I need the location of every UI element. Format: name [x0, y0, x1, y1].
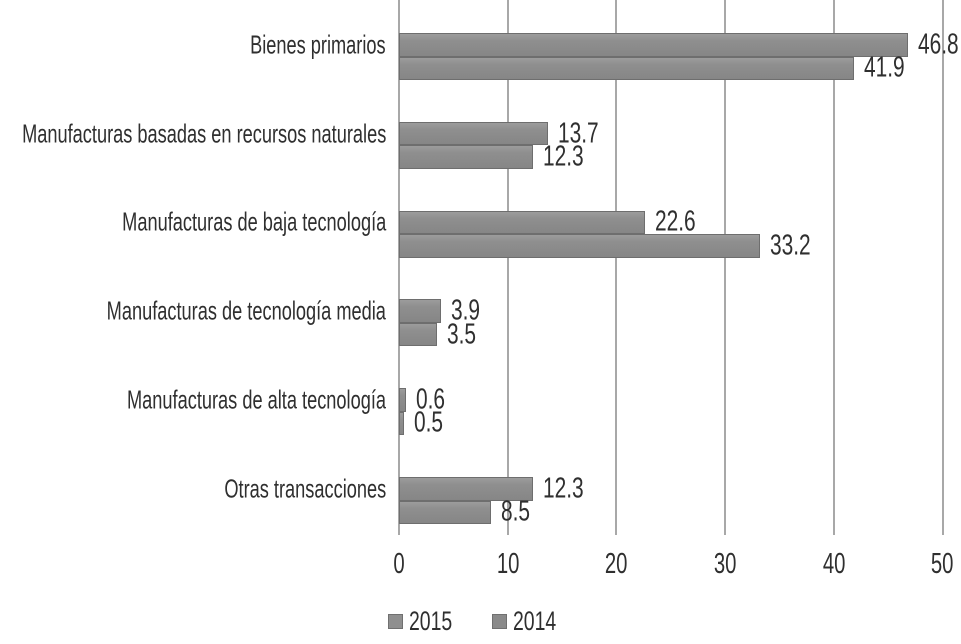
- category-label: Manufacturas de alta tecnología: [126, 384, 386, 415]
- category-label: Otras transacciones: [224, 473, 386, 504]
- x-tick-label-50: 50: [931, 548, 954, 580]
- value-label: 33.2: [769, 229, 811, 262]
- bar-2015-category-4: [399, 299, 442, 323]
- x-tick-label-20: 20: [605, 548, 628, 580]
- axis-tick-20: [615, 527, 618, 535]
- value-label: 13.7: [557, 117, 599, 150]
- bar-2014-category-6: [399, 500, 492, 524]
- legend-swatch-2015: [388, 614, 404, 629]
- bar-2014-category-5: [399, 411, 405, 436]
- axis-tick-30: [724, 527, 727, 535]
- legend: 2015 2014: [0, 606, 961, 637]
- axis-tick-10: [506, 527, 509, 535]
- legend-item-2014: 2014: [491, 606, 573, 637]
- value-label: 12.3: [542, 140, 584, 173]
- bar-2015-category-3: [399, 210, 645, 235]
- bar-2015-category-6: [399, 477, 533, 501]
- value-label: 3.5: [447, 318, 477, 351]
- gridline-40: [832, 0, 835, 527]
- legend-item-2015: 2015: [388, 606, 469, 637]
- gridline-50: [941, 0, 944, 527]
- value-label: 8.5: [501, 495, 531, 528]
- x-tick-label-40: 40: [822, 548, 846, 580]
- bar-2015-category-2: [399, 121, 548, 146]
- value-label: 0.6: [415, 383, 445, 416]
- axis-tick-40: [832, 527, 835, 535]
- gridline-20: [615, 0, 618, 527]
- value-label: 3.9: [451, 294, 481, 327]
- legend-swatch-2014: [491, 614, 507, 629]
- gridline-10: [506, 0, 509, 527]
- value-label: 41.9: [864, 51, 906, 84]
- value-label: 46.8: [917, 28, 959, 61]
- category-label: Bienes primarios: [250, 29, 386, 60]
- x-tick-label-10: 10: [496, 548, 519, 580]
- category-label: Manufacturas de tecnología media: [106, 295, 386, 326]
- x-tick-label-0: 0: [393, 548, 405, 580]
- bar-2014-category-4: [399, 322, 438, 347]
- value-label: 22.6: [654, 205, 696, 238]
- bar-2015-category-1: [399, 33, 908, 57]
- axis-tick-0: [398, 527, 400, 535]
- gridline-30: [724, 0, 727, 527]
- legend-label-2015: 2015: [409, 606, 453, 636]
- bar-2014-category-3: [399, 234, 760, 258]
- gridline-0: [398, 0, 400, 527]
- value-label: 12.3: [542, 472, 584, 505]
- bar-2014-category-2: [399, 145, 533, 169]
- value-label: 0.5: [414, 406, 444, 439]
- legend-label-2014: 2014: [512, 606, 556, 636]
- category-label: Manufacturas de baja tecnología: [121, 206, 386, 237]
- bar-2014-category-1: [399, 56, 855, 80]
- bar-2015-category-5: [399, 388, 406, 412]
- axis-tick-50: [941, 527, 944, 535]
- x-tick-label-30: 30: [713, 548, 737, 580]
- category-label: Manufacturas basadas en recursos natural…: [21, 118, 386, 149]
